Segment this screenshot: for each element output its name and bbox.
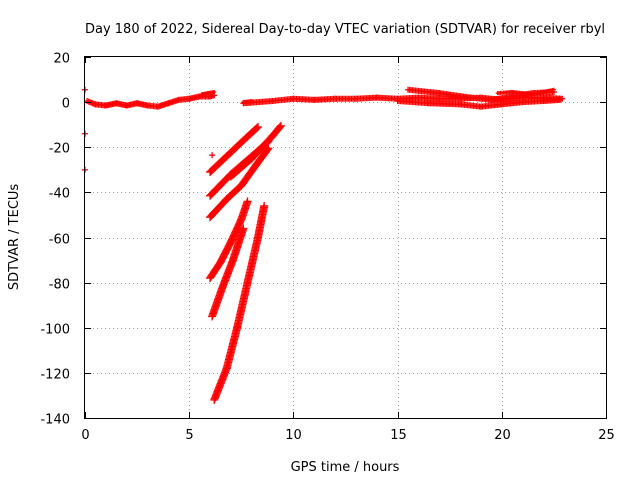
grid-lines [85, 57, 606, 418]
x-tick-label: 20 [494, 428, 511, 443]
y-axis-title: SDTVAR / TECUs [7, 184, 22, 291]
data-trail [208, 224, 248, 321]
data-trail [84, 92, 218, 110]
y-tick-label: -140 [40, 413, 70, 428]
data-trail [394, 96, 564, 110]
chart-title: Day 180 of 2022, Sidereal Day-to-day VTE… [85, 22, 605, 37]
y-tick-label: -20 [49, 142, 70, 157]
x-tick-label: 15 [390, 428, 407, 443]
data-trail [206, 122, 262, 177]
axis-ticks: 0 5 10 15 20 25 20 0 -20 -40 -60 -80 -100 -120 -140 [40, 52, 614, 444]
y-tick-label: -60 [49, 233, 70, 248]
y-tick-label: 20 [53, 52, 70, 67]
data-trail [495, 87, 556, 97]
y-tick-label: -40 [49, 187, 70, 202]
y-tick-label: -80 [49, 278, 70, 293]
x-axis-title: GPS time / hours [291, 460, 400, 475]
data-trail [210, 201, 269, 404]
data-point [209, 152, 216, 159]
data-series [82, 86, 566, 404]
y-tick-label: -120 [40, 368, 70, 383]
x-tick-label: 0 [81, 428, 89, 443]
x-tick-label: 25 [598, 428, 615, 443]
data-trail [226, 121, 285, 181]
data-trail [206, 144, 273, 222]
y-tick-label: 0 [62, 97, 70, 112]
data-trail [199, 89, 217, 97]
x-tick-label: 5 [185, 428, 193, 443]
data-trail [206, 197, 252, 283]
y-tick-label: -100 [40, 323, 70, 338]
plot-frame [84, 56, 607, 419]
x-tick-label: 10 [285, 428, 302, 443]
